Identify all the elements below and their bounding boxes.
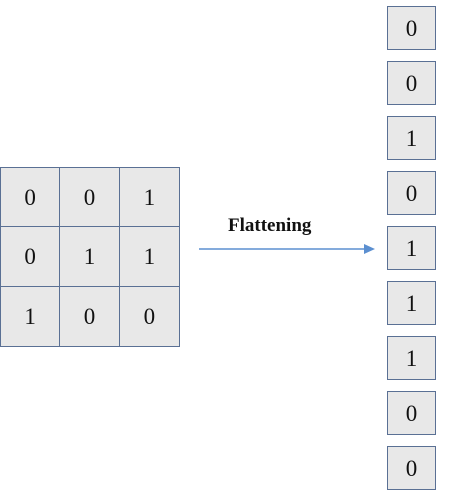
- vector-cell: 0: [387, 171, 436, 215]
- input-matrix: 0 0 1 0 1 1 1 0 0: [0, 167, 180, 347]
- flattening-arrow-group: Flattening: [199, 214, 375, 264]
- flattening-label: Flattening: [228, 215, 312, 236]
- matrix-cell: 0: [1, 168, 61, 228]
- matrix-cell: 1: [1, 286, 61, 346]
- matrix-cell: 1: [60, 227, 120, 287]
- matrix-cell: 1: [119, 227, 179, 287]
- right-arrow-icon: [199, 244, 375, 254]
- flattened-vector: 0 0 1 0 1 1 1 0 0: [385, 0, 439, 497]
- matrix-cell: 0: [60, 168, 120, 228]
- vector-cell: 0: [387, 391, 436, 435]
- vector-cell: 1: [387, 116, 436, 160]
- vector-cell: 1: [387, 336, 436, 380]
- matrix-cell: 0: [60, 286, 120, 346]
- vector-cell: 0: [387, 446, 436, 490]
- matrix-cell: 1: [119, 168, 179, 228]
- matrix-cell: 0: [1, 227, 61, 287]
- vector-cell: 1: [387, 226, 436, 270]
- vector-cell: 0: [387, 61, 436, 105]
- vector-cell: 1: [387, 281, 436, 325]
- vector-cell: 0: [387, 6, 436, 50]
- matrix-cell: 0: [143, 303, 156, 329]
